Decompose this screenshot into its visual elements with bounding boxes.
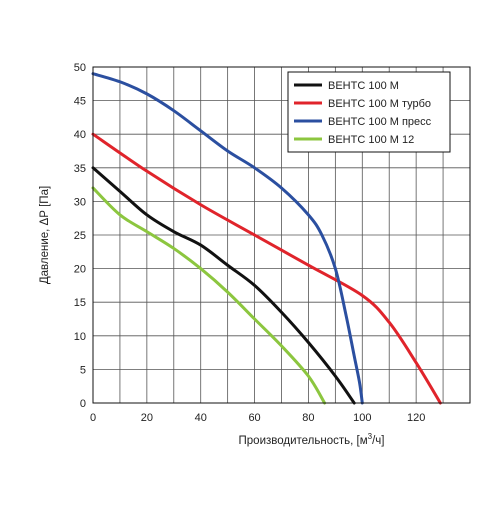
y-tick-label: 25 (74, 230, 86, 242)
y-tick-label: 40 (74, 129, 86, 141)
series-line-vents-100m-turbo (91, 132, 442, 405)
x-tick-label: 0 (90, 412, 96, 424)
x-tick-label: 20 (141, 412, 153, 424)
x-tick-label: 40 (195, 412, 207, 424)
legend-entry-label: ВЕНТС 100 М (328, 80, 399, 92)
y-tick-label: 0 (80, 398, 86, 410)
x-axis-label: Производительность, [м3/ч] (239, 432, 385, 447)
legend-entry-label: ВЕНТС 100 М 12 (328, 134, 414, 146)
y-axis-label: Давление, ΔР [Па] (39, 186, 51, 284)
x-tick-label: 100 (353, 412, 371, 424)
legend-entry-label: ВЕНТС 100 М турбо (328, 98, 431, 110)
y-tick-label: 15 (74, 297, 86, 309)
y-tick-labels: 0 5 10 15 20 25 30 35 40 45 50 (74, 62, 86, 410)
y-tick-label: 45 (74, 96, 86, 108)
x-axis-label-superscript: 3 (368, 432, 373, 441)
x-tick-label: 60 (248, 412, 260, 424)
plot-frame (92, 66, 471, 404)
y-tick-label: 50 (74, 62, 86, 74)
y-tick-label: 10 (74, 331, 86, 343)
y-tick-label: 30 (74, 196, 86, 208)
x-tick-labels: 0 20 40 60 80 100 120 (90, 412, 425, 424)
y-tick-label: 20 (74, 264, 86, 276)
y-tick-label: 35 (74, 163, 86, 175)
series-line-vents-100m-press (91, 72, 364, 405)
series-line-vents-100m-12 (91, 186, 327, 405)
legend: ВЕНТС 100 М ВЕНТС 100 М турбо ВЕНТС 100 М … (287, 71, 451, 153)
legend-entry-label: ВЕНТС 100 М пресс (328, 116, 432, 128)
series-lines (91, 72, 442, 405)
y-tick-label: 5 (80, 364, 86, 376)
x-axis-label-tail: /ч] (372, 435, 384, 447)
x-tick-label: 80 (302, 412, 314, 424)
x-tick-label: 120 (407, 412, 425, 424)
series-line-vents-100m (91, 166, 356, 405)
x-axis-label-main: Производительность, [м (239, 435, 368, 447)
